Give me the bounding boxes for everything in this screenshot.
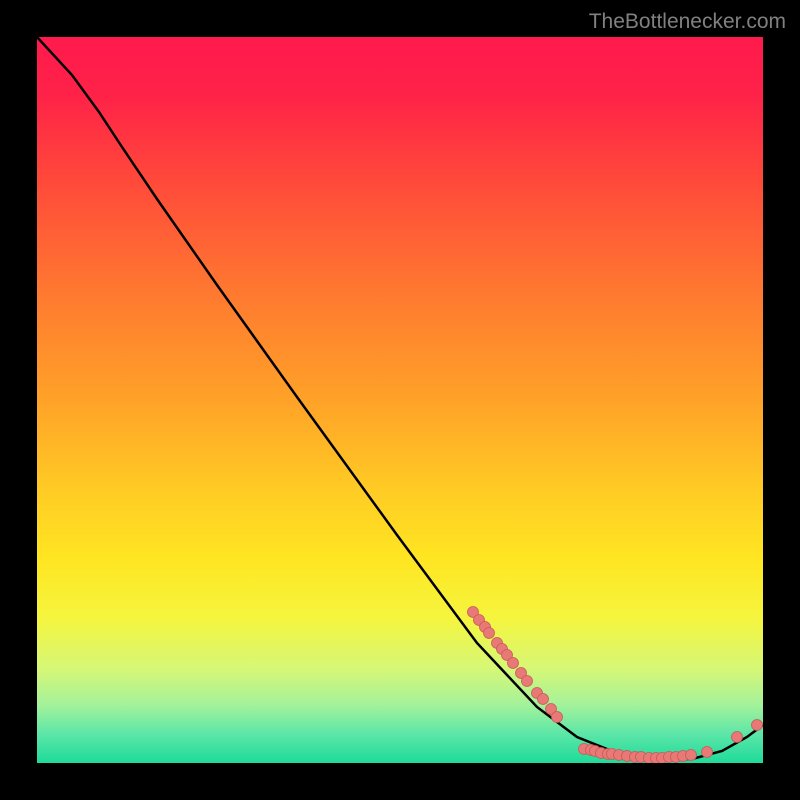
curve-line: [37, 37, 763, 759]
marker-dot: [508, 658, 519, 669]
marker-dot: [484, 628, 495, 639]
marker-dot: [702, 747, 713, 758]
marker-dot: [538, 694, 549, 705]
marker-dot: [686, 750, 697, 761]
chart-area: [37, 37, 763, 763]
marker-dot: [752, 720, 763, 731]
marker-dot: [732, 732, 743, 743]
marker-dot: [522, 676, 533, 687]
chart-svg: [37, 37, 763, 763]
markers-group: [468, 607, 763, 764]
watermark-text: TheBottlenecker.com: [589, 10, 786, 34]
marker-dot: [552, 712, 563, 723]
